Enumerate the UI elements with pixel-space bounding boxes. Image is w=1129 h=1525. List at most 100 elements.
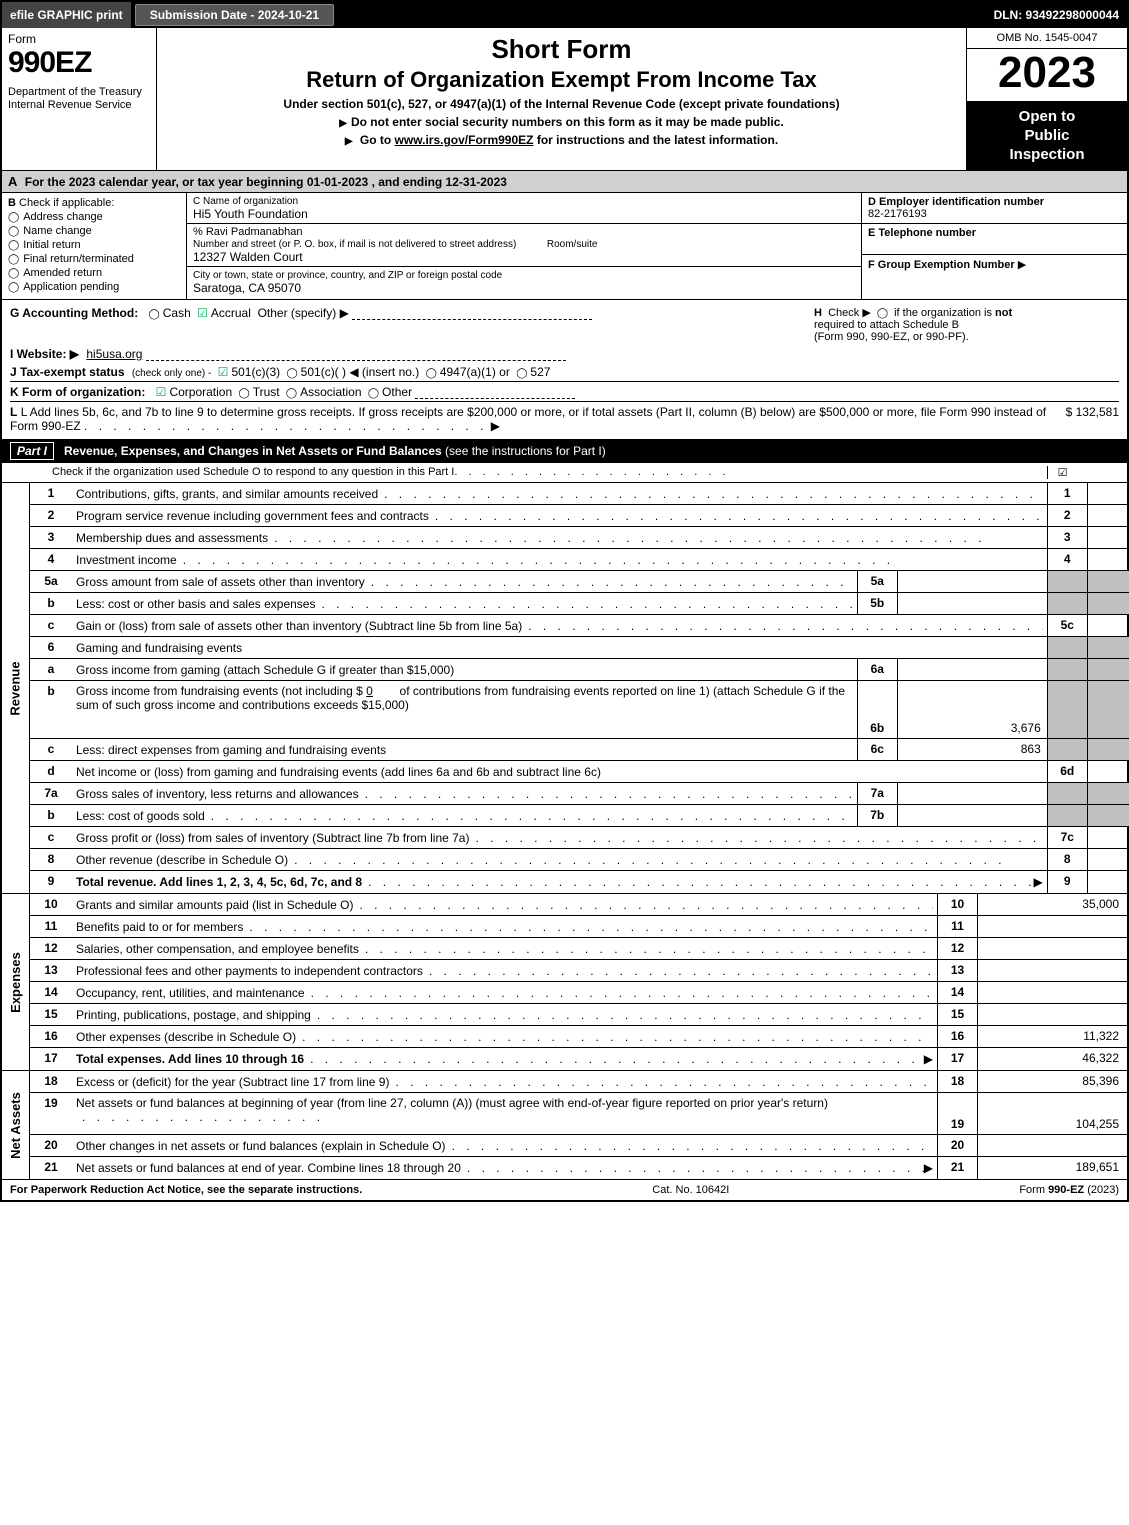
line-18-desc: Excess or (deficit) for the year (Subtra… xyxy=(72,1071,937,1092)
line-5a: 5a Gross amount from sale of assets othe… xyxy=(30,571,1129,593)
cb-association[interactable] xyxy=(283,385,300,399)
efile-print-button[interactable]: efile GRAPHIC print xyxy=(2,2,131,28)
line-21-desc: Net assets or fund balances at end of ye… xyxy=(72,1157,937,1179)
line-6d-text: Net income or (loss) from gaming and fun… xyxy=(76,765,601,779)
line-12-num: 12 xyxy=(30,938,72,959)
line-19-num: 19 xyxy=(30,1093,72,1134)
line-18-num: 18 xyxy=(30,1071,72,1092)
line-6-rn-shade xyxy=(1047,637,1087,658)
line-6c-desc: Less: direct expenses from gaming and fu… xyxy=(72,739,857,760)
meta-rows: G Accounting Method: Cash Accrual Other … xyxy=(2,300,1127,439)
other-specify-input[interactable] xyxy=(352,319,592,320)
irs-link[interactable]: www.irs.gov/Form990EZ xyxy=(395,133,534,147)
line-20: 20 Other changes in net assets or fund b… xyxy=(30,1135,1127,1157)
form-word: Form xyxy=(8,32,150,46)
cb-501c[interactable] xyxy=(283,365,300,379)
cb-final-return[interactable]: Final return/terminated xyxy=(8,253,180,265)
revenue-vlabel: Revenue xyxy=(2,483,30,893)
dots-icon: . . . . . . . . . . . . . . . . . . . . … xyxy=(446,1139,933,1153)
cb-address-change[interactable]: Address change xyxy=(8,211,180,223)
line-3-desc: Membership dues and assessments. . . . .… xyxy=(72,527,1047,548)
cb-trust[interactable] xyxy=(235,385,252,399)
cb-corporation[interactable] xyxy=(153,385,170,399)
line-11: 11 Benefits paid to or for members. . . … xyxy=(30,916,1127,938)
cb-4947[interactable] xyxy=(423,365,440,379)
care-of: % Ravi Padmanabhan xyxy=(193,226,302,238)
col-b-label: Check if applicable: xyxy=(19,197,114,209)
line-6d: d Net income or (loss) from gaming and f… xyxy=(30,761,1129,783)
form-number: 990EZ xyxy=(8,46,150,80)
line-19-value: 104,255 xyxy=(977,1093,1127,1134)
website-underline xyxy=(146,360,566,361)
cb-schedule-b[interactable] xyxy=(874,307,891,319)
line-14-desc: Occupancy, rent, utilities, and maintena… xyxy=(72,982,937,1003)
submission-date-button[interactable]: Submission Date - 2024-10-21 xyxy=(135,4,334,26)
line-8-desc: Other revenue (describe in Schedule O). … xyxy=(72,849,1047,870)
h-check-label: Check ▶ xyxy=(828,307,871,319)
cb-initial-return[interactable]: Initial return xyxy=(8,239,180,251)
k-other-input[interactable] xyxy=(415,398,575,399)
line-15: 15 Printing, publications, postage, and … xyxy=(30,1004,1127,1026)
line-5c-rn: 5c xyxy=(1047,615,1087,636)
line-9-num: 9 xyxy=(30,871,72,893)
group-exemption-label: F Group Exemption Number xyxy=(868,259,1015,271)
line-6c: c Less: direct expenses from gaming and … xyxy=(30,739,1129,761)
line-7a-desc: Gross sales of inventory, less returns a… xyxy=(72,783,857,804)
room-label: Room/suite xyxy=(547,239,598,250)
line-6d-value: 2,813 xyxy=(1087,761,1129,782)
line-16-text: Other expenses (describe in Schedule O) xyxy=(76,1030,296,1044)
cb-527[interactable] xyxy=(513,365,530,379)
line-3-num: 3 xyxy=(30,527,72,548)
line-11-num: 11 xyxy=(30,916,72,937)
net-assets-vlabel: Net Assets xyxy=(2,1071,30,1179)
part-1-checkbox[interactable]: ☑ xyxy=(1047,466,1077,479)
line-5b-sublabel: 5b xyxy=(857,593,897,614)
net-assets-lines: 18 Excess or (deficit) for the year (Sub… xyxy=(30,1071,1127,1179)
letter-i-label: I Website: ▶ xyxy=(10,347,79,361)
website-link[interactable]: hi5usa.org xyxy=(86,347,142,361)
street-cell: % Ravi Padmanabhan Number and street (or… xyxy=(187,224,861,267)
line-6d-desc: Net income or (loss) from gaming and fun… xyxy=(72,761,1047,782)
line-1-desc: Contributions, gifts, grants, and simila… xyxy=(72,483,1047,504)
line-6b-text1: Gross income from fundraising events (no… xyxy=(76,684,363,698)
cb-name-change[interactable]: Name change xyxy=(8,225,180,237)
line-19-desc: Net assets or fund balances at beginning… xyxy=(72,1093,937,1134)
line-7b-text: Less: cost of goods sold xyxy=(76,809,205,823)
dots-icon: . . . . . . . . . . . . . . . . . . . . … xyxy=(461,1161,924,1175)
line-18-text: Excess or (deficit) for the year (Subtra… xyxy=(76,1075,389,1089)
open-line1: Open to xyxy=(1019,108,1076,125)
letter-j-label: J Tax-exempt status xyxy=(10,365,125,379)
line-15-value xyxy=(977,1004,1127,1025)
line-5b-rv-shade xyxy=(1087,593,1129,614)
part-1-dots: . . . . . . . . . . . . . . . . . . . . xyxy=(454,466,1047,479)
line-7b-subvalue xyxy=(897,805,1047,826)
part-1-title: Revenue, Expenses, and Changes in Net As… xyxy=(64,444,442,458)
line-19-text: Net assets or fund balances at beginning… xyxy=(76,1096,828,1110)
cb-accrual[interactable] xyxy=(194,306,211,320)
line-6a-subvalue xyxy=(897,659,1047,680)
revenue-section: Revenue 1 Contributions, gifts, grants, … xyxy=(2,483,1127,894)
cash-label: Cash xyxy=(163,306,191,320)
line-5c-num: c xyxy=(30,615,72,636)
header-mid: Short Form Return of Organization Exempt… xyxy=(157,28,967,170)
cb-application-pending[interactable]: Application pending xyxy=(8,281,180,293)
line-6: 6 Gaming and fundraising events xyxy=(30,637,1129,659)
line-17-num: 17 xyxy=(30,1048,72,1070)
cb-cash[interactable] xyxy=(146,306,163,320)
ein-cell: D Employer identification number 82-2176… xyxy=(862,193,1127,224)
cb-other-org[interactable] xyxy=(365,385,382,399)
cb-amended-return[interactable]: Amended return xyxy=(8,267,180,279)
line-10-desc: Grants and similar amounts paid (list in… xyxy=(72,894,937,915)
footer-form-bold: 990-EZ xyxy=(1048,1184,1084,1196)
k-trust: Trust xyxy=(253,385,280,399)
cb-501c3[interactable] xyxy=(215,365,232,379)
line-19: 19 Net assets or fund balances at beginn… xyxy=(30,1093,1127,1135)
line-20-value xyxy=(977,1135,1127,1156)
line-6a: a Gross income from gaming (attach Sched… xyxy=(30,659,1129,681)
line-18-value: 85,396 xyxy=(977,1071,1127,1092)
line-20-num: 20 xyxy=(30,1135,72,1156)
line-7b-rn-shade xyxy=(1047,805,1087,826)
line-4: 4 Investment income. . . . . . . . . . .… xyxy=(30,549,1129,571)
line-21-rn: 21 xyxy=(937,1157,977,1179)
line-5a-desc: Gross amount from sale of assets other t… xyxy=(72,571,857,592)
